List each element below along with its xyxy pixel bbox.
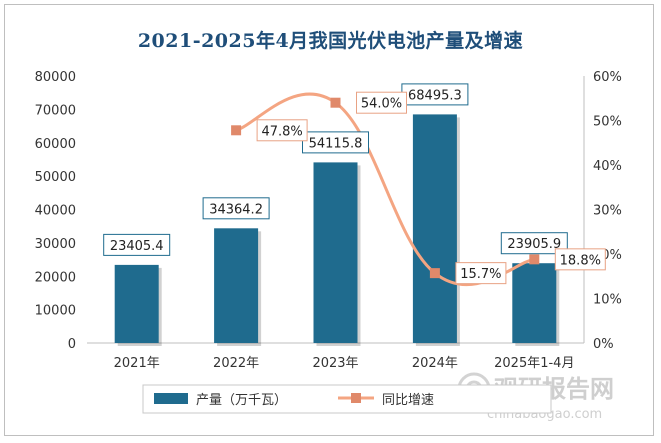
line-marker [231,125,242,136]
bar [512,263,557,343]
bar-value-label: 23905.9 [507,237,561,252]
data-labels: 23405.4 34364.2 54115.8 68495.3 23905.9 47.8%… [103,83,606,285]
legend-line-label: 同比增速 [382,393,434,408]
y-tick-label: 40000 [35,204,76,219]
bar-value-label: 23405.4 [110,239,164,254]
y2-tick-label: 0% [593,337,614,352]
line-marker [330,97,341,108]
x-tick-label: 2025年1-4月 [494,356,574,371]
y-tick-label: 10000 [35,304,76,319]
y-tick-label: 50000 [35,170,76,185]
chart-title: 2021-2025年4月我国光伏电池产量及增速 [137,30,524,52]
x-tick-label: 2021年 [114,356,160,371]
bar [313,162,358,343]
growth-value-label: 15.7% [460,267,501,282]
y-tick-label: 80000 [35,70,76,85]
growth-value-label: 54.0% [361,97,402,112]
bar-value-label-box [500,232,568,255]
bar-value-label-box [202,197,270,220]
growth-value-label: 47.8% [261,124,302,139]
x-tick-label: 2023年 [312,356,358,371]
y-tick-label: 0 [68,337,76,352]
y2-tick-label: 50% [593,115,622,130]
y-tick-label: 30000 [35,237,76,252]
y-tick-label: 20000 [35,270,76,285]
legend: 产量（万千瓦） 同比增速 [142,384,552,414]
y-tick-label: 60000 [35,137,76,152]
growth-value-label-box [455,262,507,285]
growth-value-label-box [356,91,407,114]
legend-bar-label: 产量（万千瓦） [196,393,287,408]
line-marker [429,268,440,279]
x-tick-label: 2024年 [412,356,458,371]
line-marker [529,254,540,265]
growth-value-label: 18.8% [560,253,601,268]
y2-tick-label: 40% [593,159,622,174]
bar-series [114,114,560,346]
growth-value-label-box [256,119,308,142]
bar-value-label: 54115.8 [309,136,363,151]
y-tick-label: 70000 [35,103,76,118]
legend-bar-swatch [154,393,188,404]
bar-value-label-box [302,131,369,154]
y2-tick-label: 10% [593,293,622,308]
growth-value-label-box [554,248,606,271]
bar-value-label: 68495.3 [408,88,462,103]
legend-line-marker [351,393,361,403]
bar-value-label: 34364.2 [209,202,263,217]
bar [214,228,259,343]
y2-tick-label: 30% [593,204,622,219]
y2-tick-label: 60% [593,70,622,85]
x-tick-label: 2022年 [213,356,259,371]
bar [114,264,159,343]
bar [412,114,457,343]
bar-value-label-box [103,233,171,256]
